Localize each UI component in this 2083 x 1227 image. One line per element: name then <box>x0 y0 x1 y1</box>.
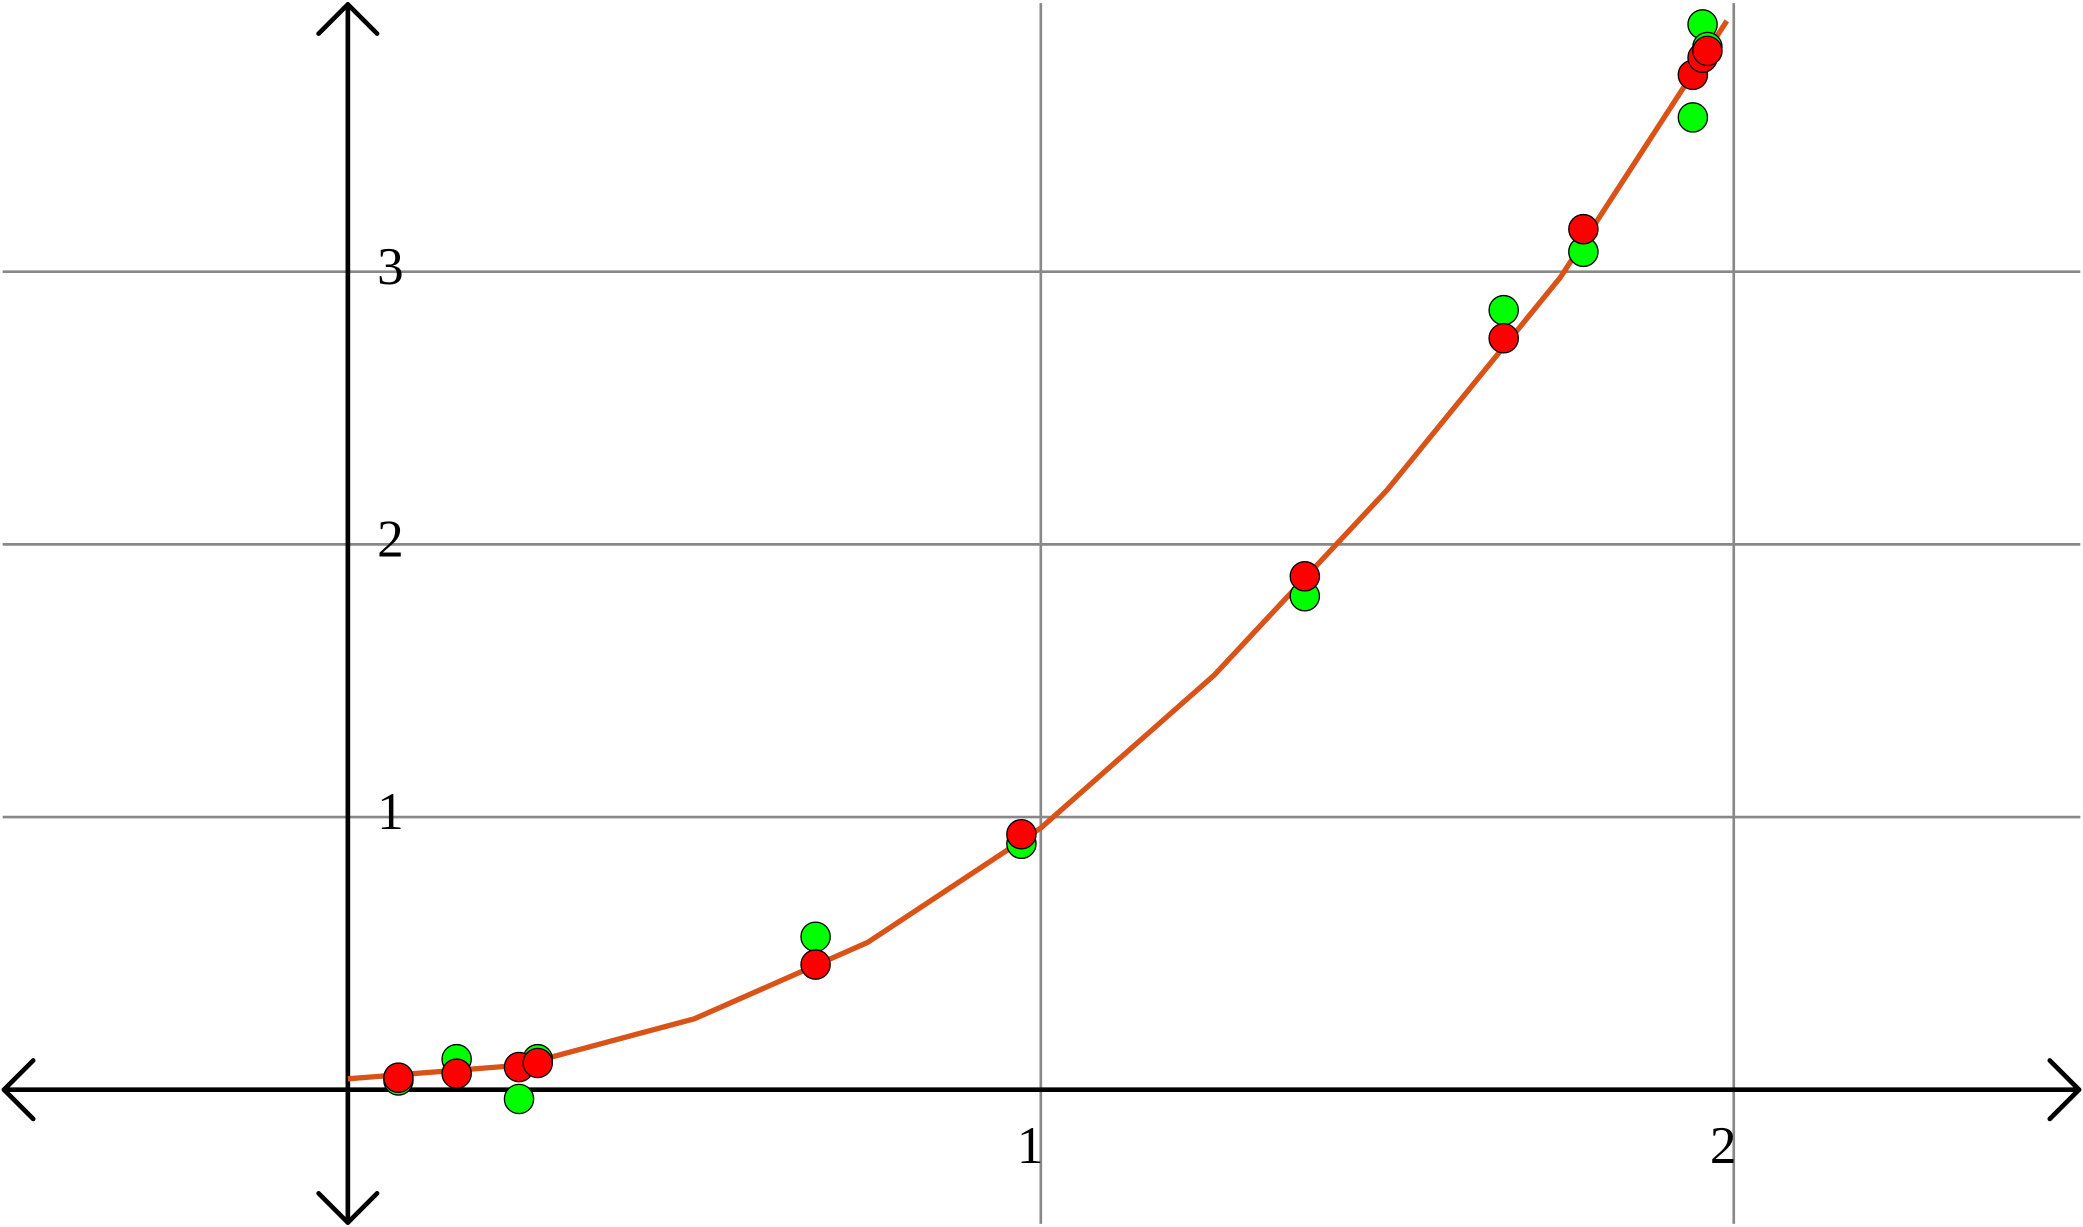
data-point <box>441 1058 472 1089</box>
y-tick-label: 1 <box>377 783 404 841</box>
data-point <box>1006 818 1037 850</box>
arrow <box>2047 1058 2082 1122</box>
y-tick-label: 2 <box>377 511 404 569</box>
data-point <box>800 921 831 953</box>
arrow <box>316 2 380 36</box>
data-point <box>1568 213 1599 245</box>
data-point <box>503 1083 535 1115</box>
arrow <box>1 1058 36 1122</box>
fit-curve <box>347 19 1730 1082</box>
data-point <box>383 1062 414 1093</box>
data-point <box>800 949 831 980</box>
x-tick-label: 2 <box>1710 1117 1737 1175</box>
data-point <box>1488 294 1519 326</box>
x-tick-label: 1 <box>1017 1117 1044 1175</box>
data-point <box>1289 561 1321 592</box>
arrow <box>316 1191 380 1225</box>
data-point <box>1692 35 1723 67</box>
data-point <box>1488 322 1519 354</box>
y-tick-label: 3 <box>377 238 404 296</box>
data-point <box>522 1047 554 1079</box>
data-point <box>1677 102 1709 133</box>
